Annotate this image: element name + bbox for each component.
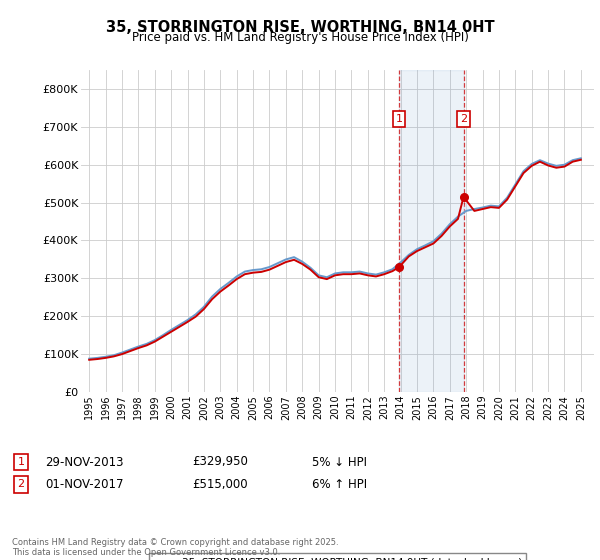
Text: 35, STORRINGTON RISE, WORTHING, BN14 0HT: 35, STORRINGTON RISE, WORTHING, BN14 0HT [106,20,494,35]
Text: 6% ↑ HPI: 6% ↑ HPI [312,478,367,491]
Text: 1: 1 [17,457,25,467]
Text: 29-NOV-2013: 29-NOV-2013 [45,455,124,469]
Text: 2: 2 [460,114,467,124]
Text: Contains HM Land Registry data © Crown copyright and database right 2025.
This d: Contains HM Land Registry data © Crown c… [12,538,338,557]
Text: £515,000: £515,000 [192,478,248,491]
Text: 2: 2 [17,479,25,489]
Text: £329,950: £329,950 [192,455,248,469]
Bar [399,70,464,392]
Text: 5% ↓ HPI: 5% ↓ HPI [312,455,367,469]
Text: 01-NOV-2017: 01-NOV-2017 [45,478,124,491]
Legend: 35, STORRINGTON RISE, WORTHING, BN14 0HT (detached house), HPI: Average price, d: 35, STORRINGTON RISE, WORTHING, BN14 0HT… [149,553,526,560]
Text: Price paid vs. HM Land Registry's House Price Index (HPI): Price paid vs. HM Land Registry's House … [131,31,469,44]
Text: 1: 1 [395,114,403,124]
